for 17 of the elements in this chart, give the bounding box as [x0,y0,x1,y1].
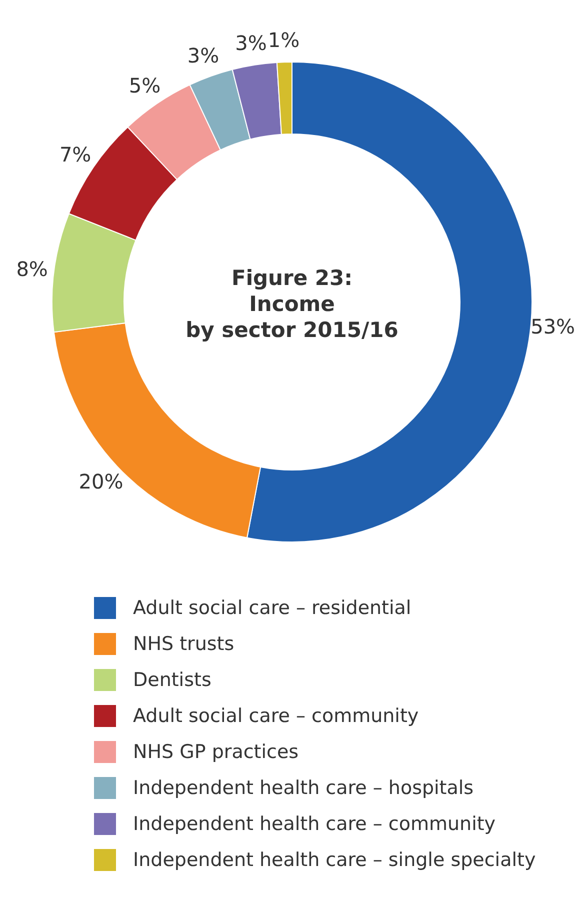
data-label: 8% [16,257,48,282]
data-label: 5% [128,73,161,98]
legend-label: Adult social care – residential [133,597,412,619]
legend-label: Dentists [133,669,212,691]
legend-label: Independent health care – single specialty [133,849,536,871]
data-label: 20% [78,469,124,494]
legend-label: NHS trusts [133,633,234,655]
legend-label: Independent health care – hospitals [133,777,474,799]
data-label: 53% [530,314,576,339]
legend-label: Adult social care – community [133,705,419,727]
text: Figure 23: Income by sector 2015/16 [186,266,398,342]
data-label: 1% [268,28,300,52]
legend-label: NHS GP practices [133,741,299,763]
data-label: 3% [235,31,267,56]
legend-label: Independent health care – community [133,813,496,835]
data-label: 3% [187,43,220,68]
data-label: 7% [59,142,92,167]
